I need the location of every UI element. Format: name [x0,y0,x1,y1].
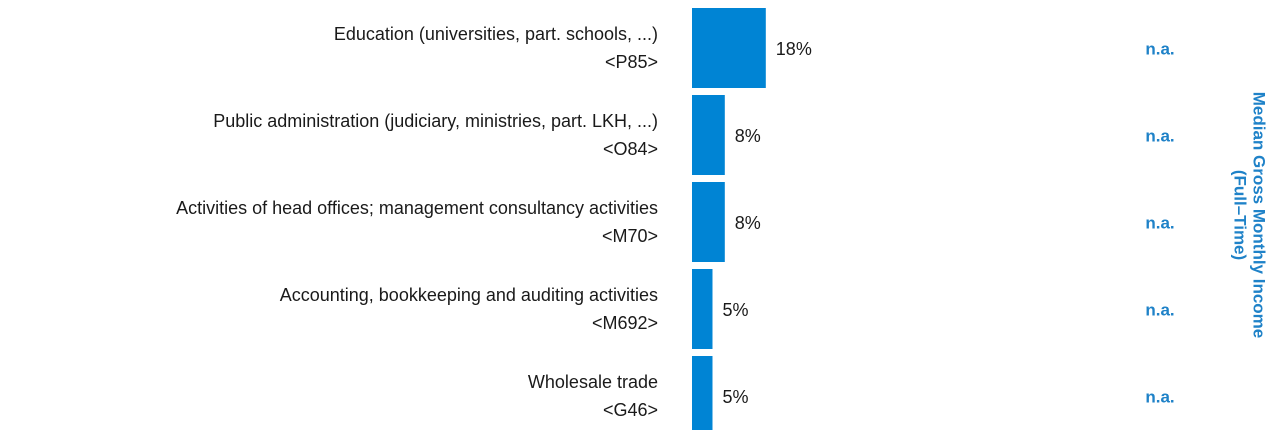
bar [692,269,713,349]
category-label: Education (universities, part. schools, … [334,24,658,44]
category-label: Activities of head offices; management c… [176,198,658,218]
income-title: (Full–Time) [1231,170,1250,260]
income-value: n.a. [1145,387,1174,406]
category-label: Public administration (judiciary, minist… [213,111,658,131]
income-value: n.a. [1145,213,1174,232]
value-label: 8% [735,126,761,146]
value-label: 8% [735,213,761,233]
bar [692,182,725,262]
category-code: <G46> [603,400,658,420]
category-code: <O84> [603,139,658,159]
value-label: 5% [723,300,749,320]
bar [692,356,713,430]
bar [692,8,766,88]
category-code: <M70> [602,226,658,246]
value-label: 5% [723,387,749,407]
value-label: 18% [776,39,812,59]
income-title: Median Gross Monthly Income [1250,92,1269,339]
category-label: Wholesale trade [528,372,658,392]
income-value: n.a. [1145,126,1174,145]
category-code: <M692> [592,313,658,333]
category-label: Accounting, bookkeeping and auditing act… [280,285,658,305]
bar [692,95,725,175]
income-value: n.a. [1145,300,1174,319]
category-code: <P85> [605,52,658,72]
income-value: n.a. [1145,39,1174,58]
